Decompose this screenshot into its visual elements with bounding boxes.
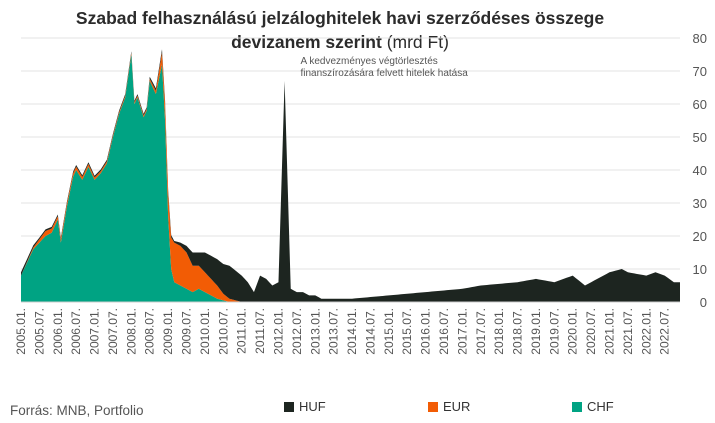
y-tick-label-10: 10 bbox=[693, 262, 707, 277]
legend-label-eur: EUR bbox=[443, 399, 471, 414]
chart-title-line2: devizanem szerint bbox=[231, 32, 382, 52]
area-series-chf bbox=[21, 54, 680, 302]
x-tick-label-22: 2016.01. bbox=[419, 308, 433, 355]
x-tick-label-21: 2015.07. bbox=[400, 308, 414, 355]
x-tick-label-10: 2010.01. bbox=[198, 308, 212, 355]
x-tick-label-25: 2017.07. bbox=[474, 308, 488, 355]
x-tick-label-6: 2008.01. bbox=[124, 308, 138, 355]
x-tick-label-23: 2016.07. bbox=[437, 308, 451, 355]
y-tick-label-50: 50 bbox=[693, 130, 707, 145]
y-tick-label-70: 70 bbox=[693, 64, 707, 79]
x-tick-label-28: 2019.01. bbox=[529, 308, 543, 355]
x-tick-label-15: 2012.07. bbox=[290, 308, 304, 355]
x-tick-label-20: 2015.01. bbox=[382, 308, 396, 355]
x-tick-label-26: 2018.01. bbox=[492, 308, 506, 355]
legend-label-chf: CHF bbox=[587, 399, 614, 414]
y-tick-label-0: 0 bbox=[700, 295, 707, 310]
x-tick-label-33: 2021.07. bbox=[621, 308, 635, 355]
legend-label-huf: HUF bbox=[299, 399, 326, 414]
x-tick-label-31: 2020.07. bbox=[584, 308, 598, 355]
x-tick-label-16: 2013.01. bbox=[308, 308, 322, 355]
x-tick-label-14: 2012.01. bbox=[272, 308, 286, 355]
annotation-line-1: A kedvezményes végtörlesztés bbox=[300, 56, 437, 67]
y-tick-label-80: 80 bbox=[693, 31, 707, 46]
area-series-huf bbox=[21, 49, 680, 302]
chart-title-unit: (mrd Ft) bbox=[386, 32, 449, 52]
x-tick-label-32: 2021.01. bbox=[603, 308, 617, 355]
y-tick-label-40: 40 bbox=[693, 163, 707, 178]
x-tick-label-3: 2006.07. bbox=[69, 308, 83, 355]
x-tick-label-7: 2008.07. bbox=[143, 308, 157, 355]
x-tick-label-19: 2014.07. bbox=[363, 308, 377, 355]
x-tick-label-29: 2019.07. bbox=[547, 308, 561, 355]
legend-swatch-eur bbox=[428, 401, 438, 412]
x-tick-label-18: 2014.01. bbox=[345, 308, 359, 355]
annotation-line-2: finanszírozására felvett hitelek hatása bbox=[300, 68, 468, 79]
x-tick-label-13: 2011.07. bbox=[253, 308, 267, 354]
legend-item-huf: HUF bbox=[284, 399, 326, 414]
source-note: Forrás: MNB, Portfolio bbox=[10, 403, 144, 418]
x-tick-label-0: 2005.01. bbox=[14, 308, 28, 355]
x-tick-label-4: 2007.01. bbox=[88, 308, 102, 355]
x-tick-label-5: 2007.07. bbox=[106, 308, 120, 355]
x-tick-label-9: 2009.07. bbox=[180, 308, 194, 355]
x-tick-label-30: 2020.01. bbox=[566, 308, 580, 355]
x-tick-label-1: 2005.07. bbox=[32, 308, 46, 355]
x-tick-label-24: 2017.01. bbox=[455, 308, 469, 355]
chart-title: Szabad felhasználású jelzáloghitelek hav… bbox=[30, 6, 650, 54]
y-tick-label-20: 20 bbox=[693, 229, 707, 244]
x-tick-label-17: 2013.07. bbox=[327, 308, 341, 355]
x-tick-label-12: 2011.01. bbox=[235, 308, 249, 354]
legend-swatch-huf bbox=[284, 401, 294, 412]
legend-swatch-chf bbox=[572, 401, 582, 412]
x-tick-label-11: 2010.07. bbox=[216, 308, 230, 355]
x-tick-label-34: 2022.01. bbox=[639, 308, 653, 355]
legend-item-eur: EUR bbox=[428, 399, 470, 414]
x-tick-label-8: 2009.01. bbox=[161, 308, 175, 355]
x-tick-label-2: 2006.01. bbox=[51, 308, 65, 355]
x-tick-label-35: 2022.07. bbox=[658, 308, 672, 355]
chart-title-line1: Szabad felhasználású jelzáloghitelek hav… bbox=[75, 8, 605, 28]
x-tick-label-27: 2018.07. bbox=[511, 308, 525, 355]
chart-plot: 0 10 20 30 40 50 60 70 80 2005.01. 2005.07. 2006.01… bbox=[14, 31, 707, 355]
y-tick-label-60: 60 bbox=[693, 97, 707, 112]
legend-item-chf: CHF bbox=[572, 399, 614, 414]
y-tick-label-30: 30 bbox=[693, 196, 707, 211]
